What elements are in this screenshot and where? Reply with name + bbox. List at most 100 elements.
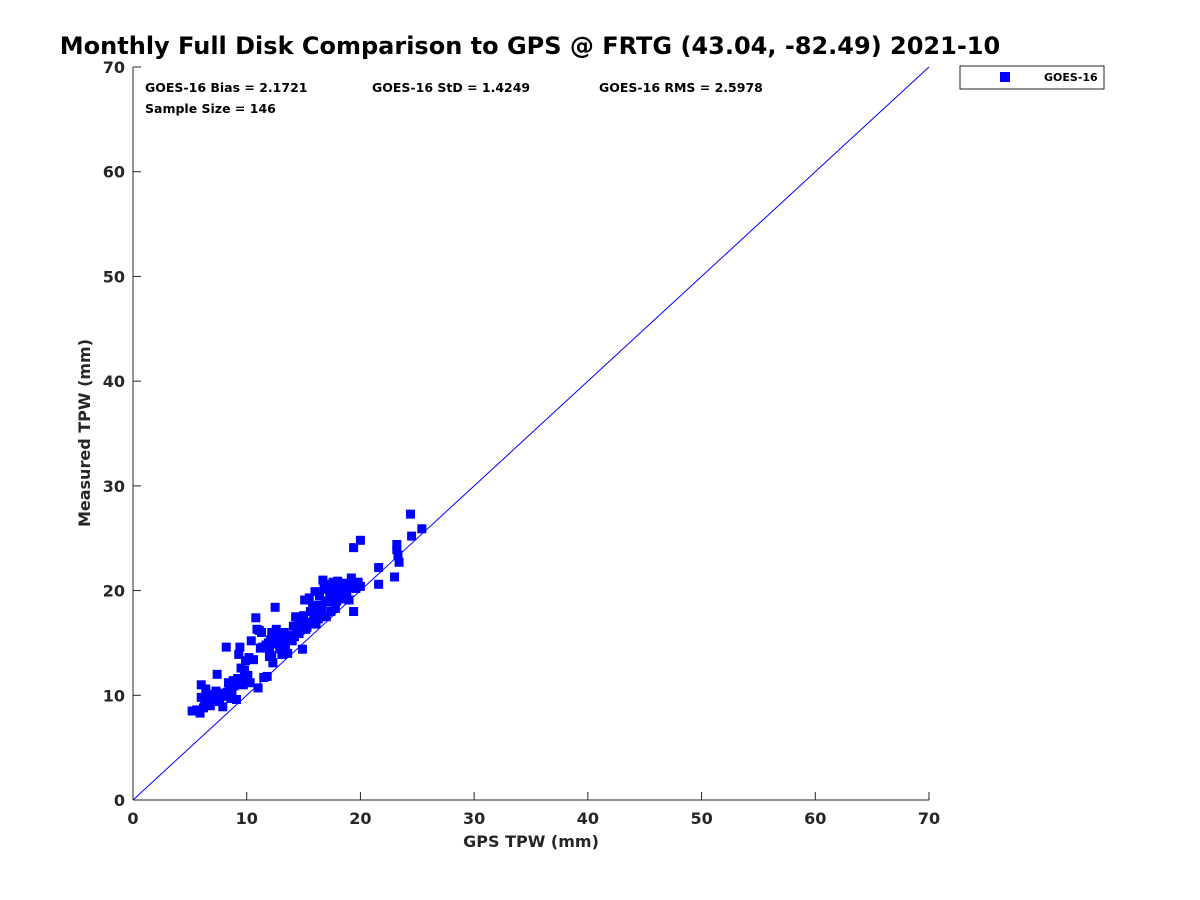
data-point bbox=[267, 627, 277, 637]
data-point bbox=[239, 665, 249, 675]
data-point bbox=[251, 613, 261, 623]
y-tick-label: 0 bbox=[114, 791, 125, 810]
x-tick-label: 60 bbox=[804, 809, 826, 828]
data-point bbox=[407, 531, 417, 541]
data-point bbox=[318, 575, 328, 585]
data-point bbox=[268, 658, 278, 668]
data-points-layer bbox=[187, 509, 427, 718]
legend-label: GOES-16 bbox=[1044, 71, 1098, 84]
x-tick-label: 20 bbox=[349, 809, 371, 828]
data-point bbox=[394, 557, 404, 567]
data-point bbox=[212, 669, 222, 679]
data-point bbox=[297, 644, 307, 654]
data-point bbox=[291, 612, 301, 622]
data-point bbox=[195, 708, 205, 718]
data-point bbox=[235, 642, 245, 652]
data-point bbox=[276, 644, 286, 654]
data-point bbox=[393, 550, 403, 560]
data-point bbox=[405, 509, 415, 519]
data-point bbox=[301, 624, 311, 634]
data-point bbox=[332, 596, 342, 606]
data-point bbox=[309, 617, 319, 627]
data-point bbox=[245, 678, 255, 688]
data-point bbox=[255, 643, 265, 653]
data-point bbox=[355, 581, 365, 591]
legend-marker-square bbox=[1000, 72, 1010, 82]
data-point bbox=[204, 691, 214, 701]
data-point bbox=[317, 603, 327, 613]
data-point bbox=[304, 593, 314, 603]
y-tick-label: 70 bbox=[103, 58, 125, 77]
data-point bbox=[329, 589, 339, 599]
legend: GOES-16 bbox=[959, 65, 1105, 90]
data-point bbox=[201, 684, 211, 694]
data-point bbox=[264, 645, 274, 655]
x-axis-label: GPS TPW (mm) bbox=[463, 832, 599, 851]
data-point bbox=[300, 595, 310, 605]
data-point bbox=[292, 627, 302, 637]
data-point bbox=[200, 700, 210, 710]
data-point bbox=[274, 629, 284, 639]
data-point bbox=[346, 573, 356, 583]
data-point bbox=[218, 702, 228, 712]
data-point bbox=[196, 692, 206, 702]
data-point bbox=[280, 641, 290, 651]
data-point bbox=[305, 607, 315, 617]
x-tick-label: 30 bbox=[463, 809, 485, 828]
data-point bbox=[314, 591, 324, 601]
data-point bbox=[244, 653, 254, 663]
data-point bbox=[283, 648, 293, 658]
data-point bbox=[249, 655, 259, 665]
legend-box bbox=[959, 65, 1105, 90]
data-point bbox=[308, 601, 318, 611]
data-point bbox=[349, 543, 359, 553]
x-tick-label: 10 bbox=[236, 809, 258, 828]
data-point bbox=[187, 706, 197, 716]
y-axis-ticks: 0 10 20 30 40 50 60 70 bbox=[103, 58, 141, 810]
y-tick-label: 40 bbox=[103, 372, 125, 391]
data-point bbox=[392, 545, 402, 555]
data-point bbox=[326, 607, 336, 617]
data-point bbox=[392, 539, 402, 549]
y-tick-label: 20 bbox=[103, 582, 125, 601]
data-point bbox=[230, 679, 240, 689]
data-point bbox=[205, 701, 215, 711]
data-point bbox=[349, 607, 359, 617]
data-point bbox=[299, 611, 309, 621]
data-point bbox=[264, 652, 274, 662]
data-point bbox=[222, 687, 232, 697]
data-point bbox=[271, 637, 281, 647]
y-axis-label: Measured TPW (mm) bbox=[75, 339, 94, 527]
data-point bbox=[227, 689, 237, 699]
data-point bbox=[276, 636, 286, 646]
data-point bbox=[293, 619, 303, 629]
x-tick-label: 70 bbox=[918, 809, 940, 828]
y-tick-label: 30 bbox=[103, 477, 125, 496]
data-point bbox=[246, 636, 256, 646]
x-tick-label: 40 bbox=[577, 809, 599, 828]
y-tick-label: 60 bbox=[103, 163, 125, 182]
y-tick-label: 50 bbox=[103, 267, 125, 286]
data-point bbox=[261, 640, 271, 650]
data-point bbox=[211, 686, 221, 696]
data-point bbox=[233, 674, 243, 684]
data-point bbox=[374, 563, 384, 573]
std-annotation: GOES-16 StD = 1.4249 bbox=[372, 80, 530, 95]
data-point bbox=[231, 694, 241, 704]
rms-annotation: GOES-16 RMS = 2.5978 bbox=[599, 80, 763, 95]
data-point bbox=[270, 602, 280, 612]
bias-annotation: GOES-16 Bias = 2.1721 bbox=[145, 80, 307, 95]
data-point bbox=[341, 586, 351, 596]
data-point bbox=[234, 649, 244, 659]
x-tick-label: 50 bbox=[690, 809, 712, 828]
data-point bbox=[330, 603, 340, 613]
chart-title: Monthly Full Disk Comparison to GPS @ FR… bbox=[60, 32, 1000, 60]
data-point bbox=[252, 624, 262, 634]
data-point bbox=[237, 674, 247, 684]
data-point bbox=[288, 621, 298, 631]
data-point bbox=[313, 614, 323, 624]
data-point bbox=[253, 683, 263, 693]
data-point bbox=[355, 535, 365, 545]
data-point bbox=[344, 595, 354, 605]
